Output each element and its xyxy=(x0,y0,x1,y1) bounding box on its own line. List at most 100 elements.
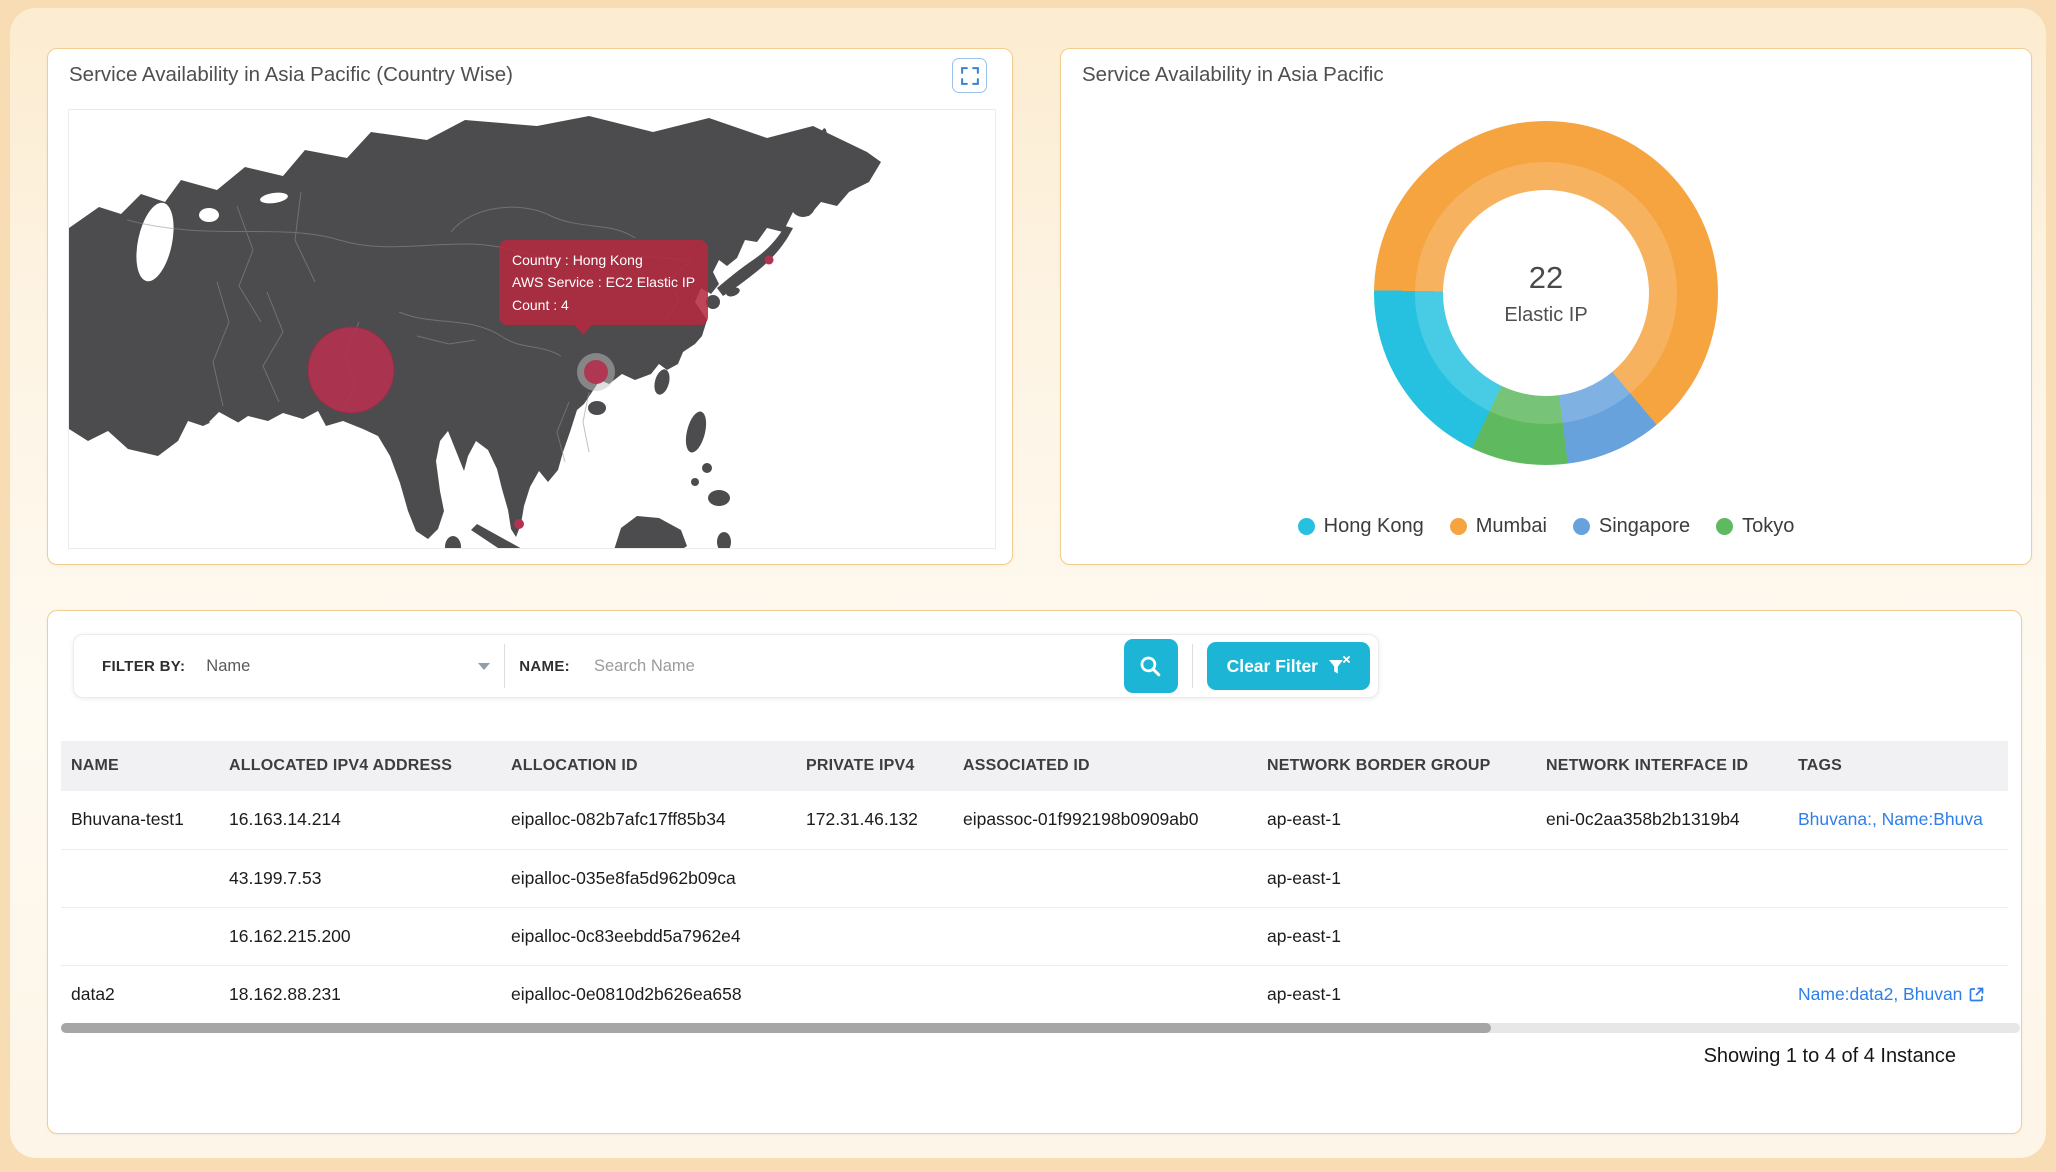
column-header-name: NAME xyxy=(61,741,219,791)
cell-name: Bhuvana-test1 xyxy=(61,791,219,850)
cell-name xyxy=(61,849,219,908)
column-header-network-border-group: NETWORK BORDER GROUP xyxy=(1257,741,1536,791)
chart-legend: Hong Kong Mumbai Singapore Tokyo xyxy=(1061,515,2031,538)
cell-private-ipv4 xyxy=(796,965,953,1021)
tooltip-service-line: AWS Service : EC2 Elastic IP xyxy=(512,274,696,291)
cell-network-interface-id xyxy=(1536,849,1788,908)
tooltip-pointer xyxy=(573,323,593,336)
table-row: 43.199.7.53 eipalloc-035e8fa5d962b09ca a… xyxy=(61,849,2008,908)
tooltip-count-line: Count : 4 xyxy=(512,296,569,313)
cell-associated-id xyxy=(953,965,1257,1021)
legend-label: Mumbai xyxy=(1475,515,1547,537)
table-row: data2 18.162.88.231 eipalloc-0e0810d2b62… xyxy=(61,965,2008,1021)
elastic-ip-table-wrap: NAME ALLOCATED IPV4 ADDRESS ALLOCATION I… xyxy=(61,741,2020,1021)
cell-network-interface-id xyxy=(1536,907,1788,966)
asia-map[interactable]: Country : Hong Kong AWS Service : EC2 El… xyxy=(68,109,996,549)
legend-label: Tokyo xyxy=(1742,515,1795,537)
scrollbar-thumb[interactable] xyxy=(61,1023,1491,1033)
cell-allocated-ipv4: 43.199.7.53 xyxy=(219,849,501,908)
dashboard-page: Service Availability in Asia Pacific (Co… xyxy=(10,8,2046,1158)
legend-dot-mumbai xyxy=(1449,518,1467,535)
donut-center: 22 Elastic IP xyxy=(1443,190,1649,396)
filter-by-label: FILTER BY: xyxy=(102,657,186,675)
search-input[interactable] xyxy=(583,656,1124,676)
legend-item-mumbai[interactable]: Mumbai xyxy=(1449,515,1547,538)
cell-name: data2 xyxy=(61,965,219,1021)
chevron-down-icon xyxy=(478,662,491,670)
table-row: Bhuvana-test1 16.163.14.214 eipalloc-082… xyxy=(61,791,2008,850)
legend-label: Singapore xyxy=(1598,515,1691,537)
table-row: 16.162.215.200 eipalloc-0c83eebdd5a7962e… xyxy=(61,907,2008,966)
cell-private-ipv4 xyxy=(796,849,953,908)
bubble-hongkong[interactable] xyxy=(584,360,608,384)
filter-toolbar: FILTER BY: Name NAME: Clear Filter xyxy=(73,634,1379,698)
donut-panel: Service Availability in Asia Pacific 22 … xyxy=(1060,48,2032,565)
map-panel-title: Service Availability in Asia Pacific (Co… xyxy=(69,63,513,86)
cell-network-border-group: ap-east-1 xyxy=(1257,791,1536,850)
cell-allocation-id: eipalloc-035e8fa5d962b09ca xyxy=(501,849,796,908)
cell-associated-id xyxy=(953,907,1257,966)
search-button[interactable] xyxy=(1123,639,1178,693)
search-icon xyxy=(1140,656,1161,676)
legend-label: Hong Kong xyxy=(1323,515,1424,537)
column-header-tags: TAGS xyxy=(1788,741,2008,791)
cell-allocated-ipv4: 16.163.14.214 xyxy=(219,791,501,850)
cell-allocation-id: eipalloc-082b7afc17ff85b34 xyxy=(501,791,796,850)
tags-link[interactable]: Name:data2, Bhuvan xyxy=(1798,984,1963,1004)
column-header-private-ipv4: PRIVATE IPV4 xyxy=(796,741,953,791)
clear-filter-label: Clear Filter xyxy=(1226,655,1318,676)
bubble-tokyo[interactable] xyxy=(764,255,774,265)
tooltip-country-line: Country : Hong Kong xyxy=(512,252,643,268)
toolbar-divider xyxy=(1191,644,1193,688)
cell-allocation-id: eipalloc-0c83eebdd5a7962e4 xyxy=(501,907,796,966)
legend-item-singapore[interactable]: Singapore xyxy=(1572,515,1691,538)
name-label: NAME: xyxy=(519,657,570,675)
cell-network-interface-id: eni-0c2aa358b2b1319b4 xyxy=(1536,791,1788,850)
asia-map-svg xyxy=(69,116,881,548)
tags-link[interactable]: Bhuvana:, Name:Bhuva xyxy=(1798,809,1983,830)
bubble-singapore[interactable] xyxy=(514,519,524,529)
legend-item-hong-kong[interactable]: Hong Kong xyxy=(1297,515,1424,538)
cell-associated-id: eipassoc-01f992198b0909ab0 xyxy=(953,791,1257,850)
cell-private-ipv4: 172.31.46.132 xyxy=(796,791,953,850)
cell-tags: Name:data2, Bhuvan xyxy=(1788,965,2008,1021)
map-panel: Service Availability in Asia Pacific (Co… xyxy=(47,48,1013,565)
legend-dot-singapore xyxy=(1572,518,1590,535)
column-header-allocated-ipv4: ALLOCATED IPV4 ADDRESS xyxy=(219,741,501,791)
island-shapes xyxy=(445,128,845,548)
table-footer: Showing 1 to 4 of 4 Instance xyxy=(1703,1045,1956,1067)
map-tooltip: Country : Hong Kong AWS Service : EC2 El… xyxy=(499,240,709,336)
cell-allocated-ipv4: 16.162.215.200 xyxy=(219,907,501,966)
clear-filter-button[interactable]: Clear Filter xyxy=(1206,642,1370,690)
horizontal-scrollbar[interactable] xyxy=(61,1023,2020,1033)
filter-by-value: Name xyxy=(206,656,251,675)
cell-network-border-group: ap-east-1 xyxy=(1257,965,1536,1021)
bubble-mumbai[interactable] xyxy=(307,326,395,414)
asia-landmass xyxy=(69,116,881,539)
donut-chart[interactable]: 22 Elastic IP xyxy=(1374,121,1718,465)
elastic-ip-table: NAME ALLOCATED IPV4 ADDRESS ALLOCATION I… xyxy=(61,741,2008,1021)
external-link-icon[interactable] xyxy=(1968,986,1985,1003)
toolbar-divider xyxy=(504,644,506,688)
fullscreen-icon xyxy=(960,66,979,85)
cell-name xyxy=(61,907,219,966)
column-header-network-interface-id: NETWORK INTERFACE ID xyxy=(1536,741,1788,791)
cell-tags: Bhuvana:, Name:Bhuva xyxy=(1788,791,2008,850)
cell-allocation-id: eipalloc-0e0810d2b626ea658 xyxy=(501,965,796,1021)
legend-item-tokyo[interactable]: Tokyo xyxy=(1716,515,1794,538)
donut-total-label: Elastic IP xyxy=(1504,303,1588,326)
cell-private-ipv4 xyxy=(796,907,953,966)
cell-network-interface-id xyxy=(1536,965,1788,1021)
legend-dot-hong-kong xyxy=(1297,518,1315,535)
cell-associated-id xyxy=(953,849,1257,908)
donut-total-value: 22 xyxy=(1528,259,1564,295)
cell-tags xyxy=(1788,849,2008,908)
legend-dot-tokyo xyxy=(1716,518,1734,535)
fullscreen-button[interactable] xyxy=(952,58,987,93)
table-header-row: NAME ALLOCATED IPV4 ADDRESS ALLOCATION I… xyxy=(61,741,2008,791)
table-panel: FILTER BY: Name NAME: Clear Filter xyxy=(47,610,2022,1134)
filter-by-select[interactable]: Name xyxy=(206,656,491,676)
cell-network-border-group: ap-east-1 xyxy=(1257,907,1536,966)
column-header-allocation-id: ALLOCATION ID xyxy=(501,741,796,791)
donut-panel-title: Service Availability in Asia Pacific xyxy=(1082,63,1384,86)
